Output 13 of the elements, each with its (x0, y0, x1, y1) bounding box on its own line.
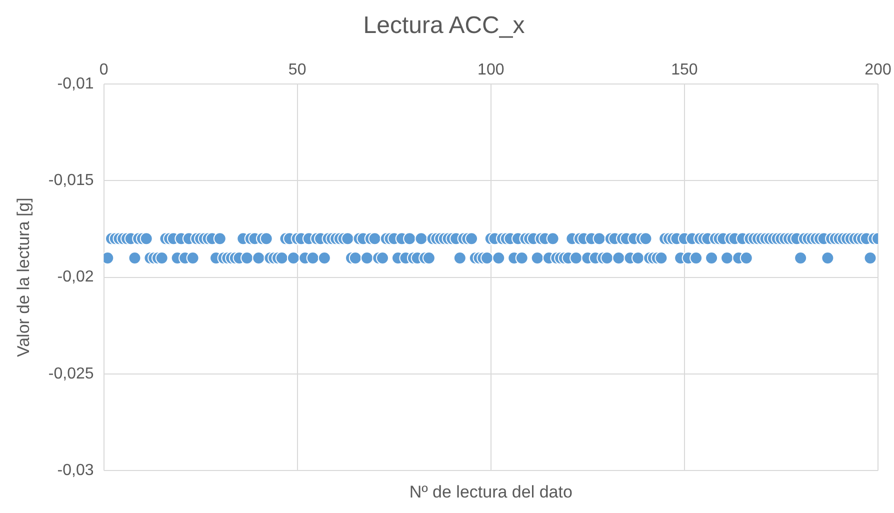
y-tick-label: -0,01 (57, 75, 94, 92)
x-tick-label: 150 (671, 61, 698, 78)
chart-title: Lectura ACC_x (363, 12, 525, 40)
y-tick-label: -0,03 (57, 462, 94, 480)
y-tick-label: -0,02 (57, 268, 94, 286)
x-tick-label: 50 (288, 61, 306, 78)
x-axis-title: Nº de lectura del dato (409, 482, 572, 502)
y-tick-label: -0,015 (48, 172, 94, 190)
y-tick-label: -0,025 (48, 365, 94, 382)
x-tick-label: 100 (478, 61, 504, 78)
y-axis-title: Valor de la lectura [g] (14, 198, 33, 357)
x-tick-label: 0 (99, 61, 108, 78)
x-tick-label: 200 (864, 61, 892, 78)
